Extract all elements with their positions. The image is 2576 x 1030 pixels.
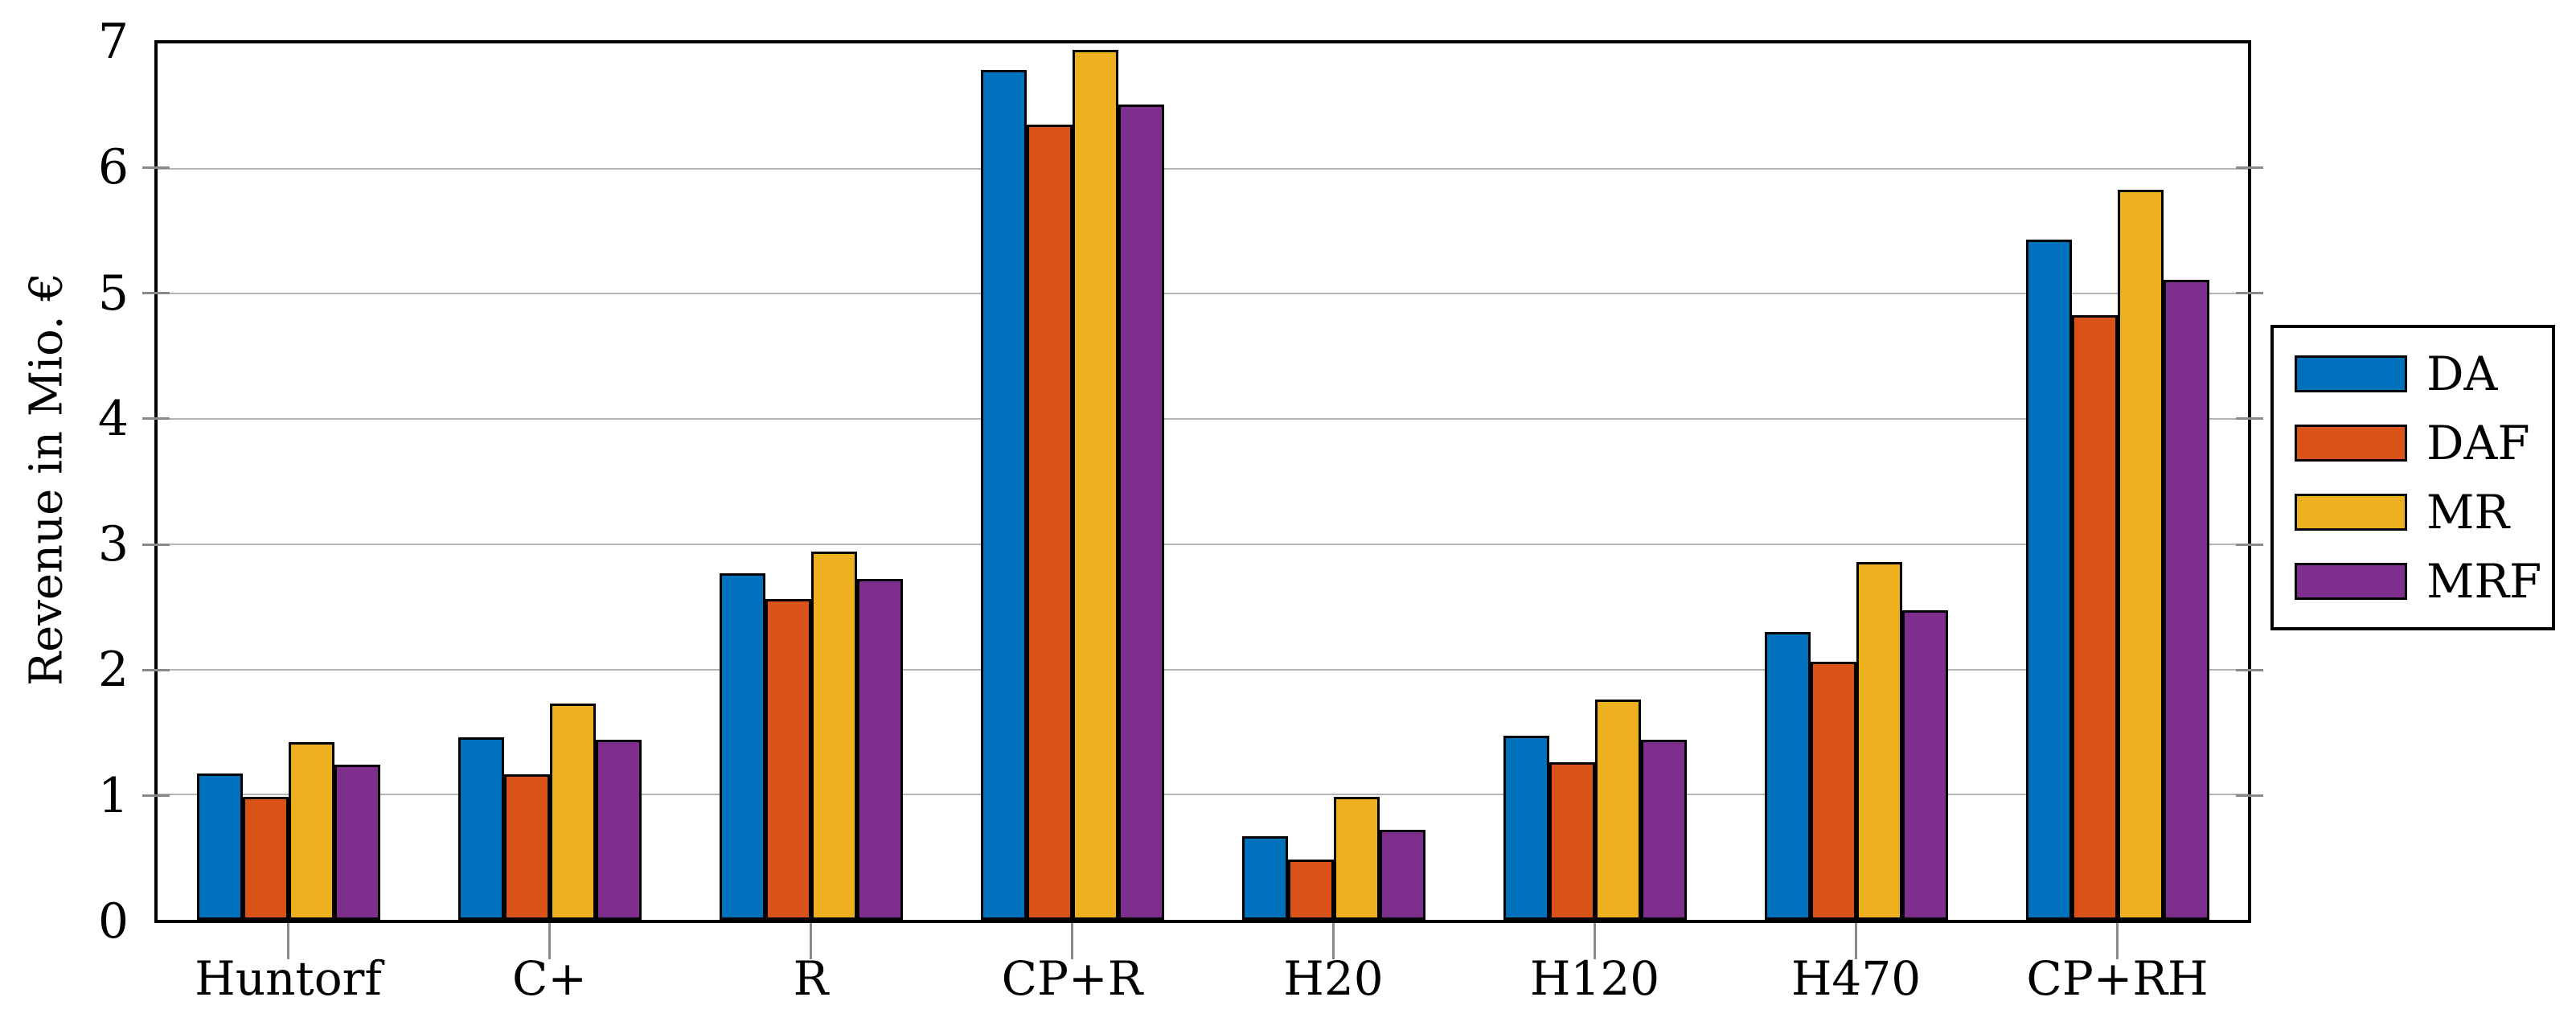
bar-DA-H20 — [1241, 835, 1288, 920]
y-tick-left-1 — [142, 794, 170, 798]
y-tick-label-6: 6 — [97, 139, 129, 196]
legend-item-MR: MR — [2295, 489, 2552, 536]
x-tick-CP+R — [1071, 923, 1073, 959]
legend-swatch-MRF — [2295, 563, 2407, 600]
bar-MR-H20 — [1333, 797, 1380, 920]
x-tick-label-R: R — [793, 951, 829, 1006]
bar-DAF-H120 — [1548, 761, 1595, 920]
bar-DA-H470 — [1764, 631, 1811, 920]
bar-DAF-Huntorf — [242, 797, 289, 920]
y-tick-right-2 — [2236, 668, 2263, 671]
bar-MR-R — [810, 552, 857, 920]
y-tick-right-6 — [2236, 166, 2263, 169]
y-axis-title: Revenue in Mio. € — [20, 272, 73, 687]
gridline-y-6 — [158, 167, 2248, 170]
bar-MRF-CP+R — [1118, 105, 1164, 920]
bar-DAF-R — [765, 599, 811, 920]
bar-DAF-CP+RH — [2071, 314, 2118, 920]
y-tick-right-1 — [2236, 794, 2263, 798]
bar-MR-Huntorf — [288, 741, 334, 920]
bar-MRF-Huntorf — [334, 764, 380, 920]
bar-DA-H120 — [1503, 736, 1549, 920]
x-tick-label-H120: H120 — [1529, 951, 1660, 1006]
legend-item-DA: DA — [2295, 351, 2552, 397]
gridline-y-3 — [158, 543, 2248, 545]
plot-area — [154, 40, 2251, 923]
x-tick-C+ — [548, 923, 551, 959]
gridline-y-4 — [158, 418, 2248, 421]
y-tick-label-5: 5 — [97, 265, 129, 322]
x-tick-Huntorf — [287, 923, 289, 959]
y-tick-label-4: 4 — [97, 390, 129, 447]
x-tick-CP+RH — [2116, 923, 2119, 959]
legend-item-DAF: DAF — [2295, 420, 2552, 466]
legend-label-MR: MR — [2426, 485, 2510, 540]
bar-DA-C+ — [457, 737, 504, 920]
x-tick-label-CP+RH: CP+RH — [2026, 951, 2209, 1006]
y-tick-right-5 — [2236, 292, 2263, 295]
y-tick-left-3 — [142, 543, 170, 546]
legend-label-DA: DA — [2426, 347, 2498, 401]
gridline-y-5 — [158, 293, 2248, 295]
bar-MRF-R — [856, 579, 903, 920]
bar-MR-H470 — [1856, 561, 1902, 920]
bar-MR-H120 — [1594, 699, 1641, 920]
legend-label-DAF: DAF — [2426, 416, 2530, 470]
y-tick-right-3 — [2236, 543, 2263, 546]
x-tick-label-Huntorf: Huntorf — [195, 951, 382, 1006]
y-tick-left-5 — [142, 292, 170, 295]
bar-MRF-C+ — [595, 739, 642, 920]
bar-MR-CP+RH — [2117, 190, 2164, 920]
y-tick-label-2: 2 — [97, 642, 129, 699]
legend: DA DAF MR MRF — [2270, 325, 2555, 630]
bar-DA-CP+R — [980, 69, 1027, 920]
x-tick-label-H470: H470 — [1790, 951, 1922, 1006]
bar-DAF-H20 — [1287, 860, 1334, 920]
bar-MRF-H20 — [1379, 829, 1425, 920]
bar-DAF-H470 — [1810, 662, 1856, 920]
y-tick-left-4 — [142, 417, 170, 421]
bar-MR-C+ — [549, 703, 596, 920]
legend-swatch-MR — [2295, 494, 2407, 531]
bar-MR-CP+R — [1072, 49, 1118, 920]
bar-DAF-CP+R — [1026, 125, 1073, 920]
x-tick-label-C+: C+ — [512, 951, 587, 1006]
x-tick-label-H20: H20 — [1283, 951, 1384, 1006]
bar-MRF-H470 — [1901, 610, 1948, 920]
gridline-y-2 — [158, 668, 2248, 671]
x-tick-R — [810, 923, 812, 959]
y-tick-label-3: 3 — [97, 516, 129, 573]
bar-DA-R — [719, 572, 765, 920]
legend-label-MRF: MRF — [2426, 554, 2542, 609]
x-tick-H20 — [1332, 923, 1335, 959]
y-tick-left-6 — [142, 166, 170, 169]
bar-MRF-H120 — [1640, 739, 1687, 920]
legend-swatch-DA — [2295, 355, 2407, 392]
x-tick-label-CP+R: CP+R — [1001, 951, 1143, 1006]
legend-swatch-DAF — [2295, 425, 2407, 462]
gridline-y-1 — [158, 794, 2248, 796]
bar-DAF-C+ — [503, 774, 550, 920]
bar-DA-CP+RH — [2025, 240, 2072, 920]
legend-item-MRF: MRF — [2295, 558, 2552, 605]
bar-DA-Huntorf — [196, 773, 243, 920]
y-tick-label-0: 0 — [97, 893, 129, 950]
x-tick-H120 — [1594, 923, 1596, 959]
bar-MRF-CP+RH — [2163, 280, 2209, 920]
y-tick-left-2 — [142, 668, 170, 671]
y-tick-label-7: 7 — [97, 14, 129, 70]
y-tick-label-1: 1 — [97, 767, 129, 824]
x-tick-H470 — [1855, 923, 1857, 959]
y-tick-right-4 — [2236, 417, 2263, 421]
